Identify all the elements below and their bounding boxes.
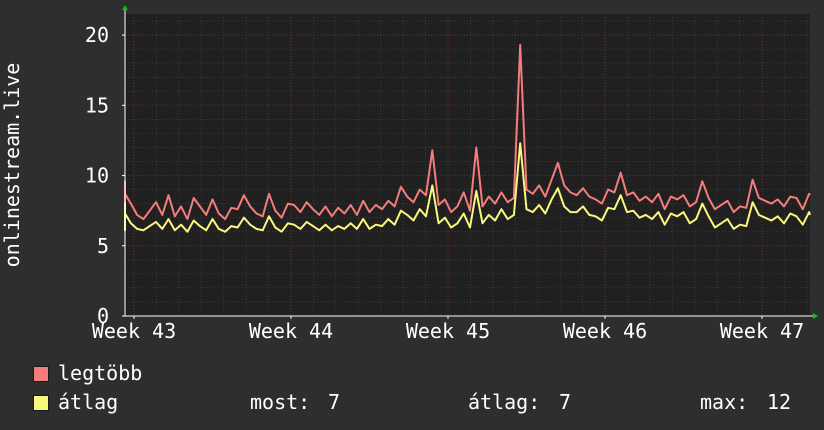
y-tick-label: 10 <box>85 164 109 188</box>
x-tick-label: Week 45 <box>406 319 490 343</box>
x-tick-label: Week 47 <box>720 319 804 343</box>
axes <box>122 5 818 319</box>
x-tick-label: Week 46 <box>563 319 647 343</box>
y-tick-label: 15 <box>85 93 109 117</box>
tick-labels: 0 5 10 15 20 Week 43 Week 44 Week 45 Week 46 Week… <box>85 23 804 343</box>
series-layer <box>124 43 811 233</box>
y-tick-label: 5 <box>97 234 109 258</box>
series-line-max <box>124 43 811 222</box>
plot-background <box>125 14 810 316</box>
y-axis-arrow <box>122 5 128 10</box>
y-tick-label: 0 <box>97 304 109 328</box>
x-tick-label: Week 44 <box>249 319 333 343</box>
y-tick-label: 20 <box>85 23 109 47</box>
plot-area <box>125 14 810 316</box>
y-axis-label: onlinestream.live <box>0 63 24 268</box>
x-axis-arrow <box>813 313 818 319</box>
x-tick-label: Week 43 <box>92 319 176 343</box>
series-line-avg <box>124 142 811 233</box>
